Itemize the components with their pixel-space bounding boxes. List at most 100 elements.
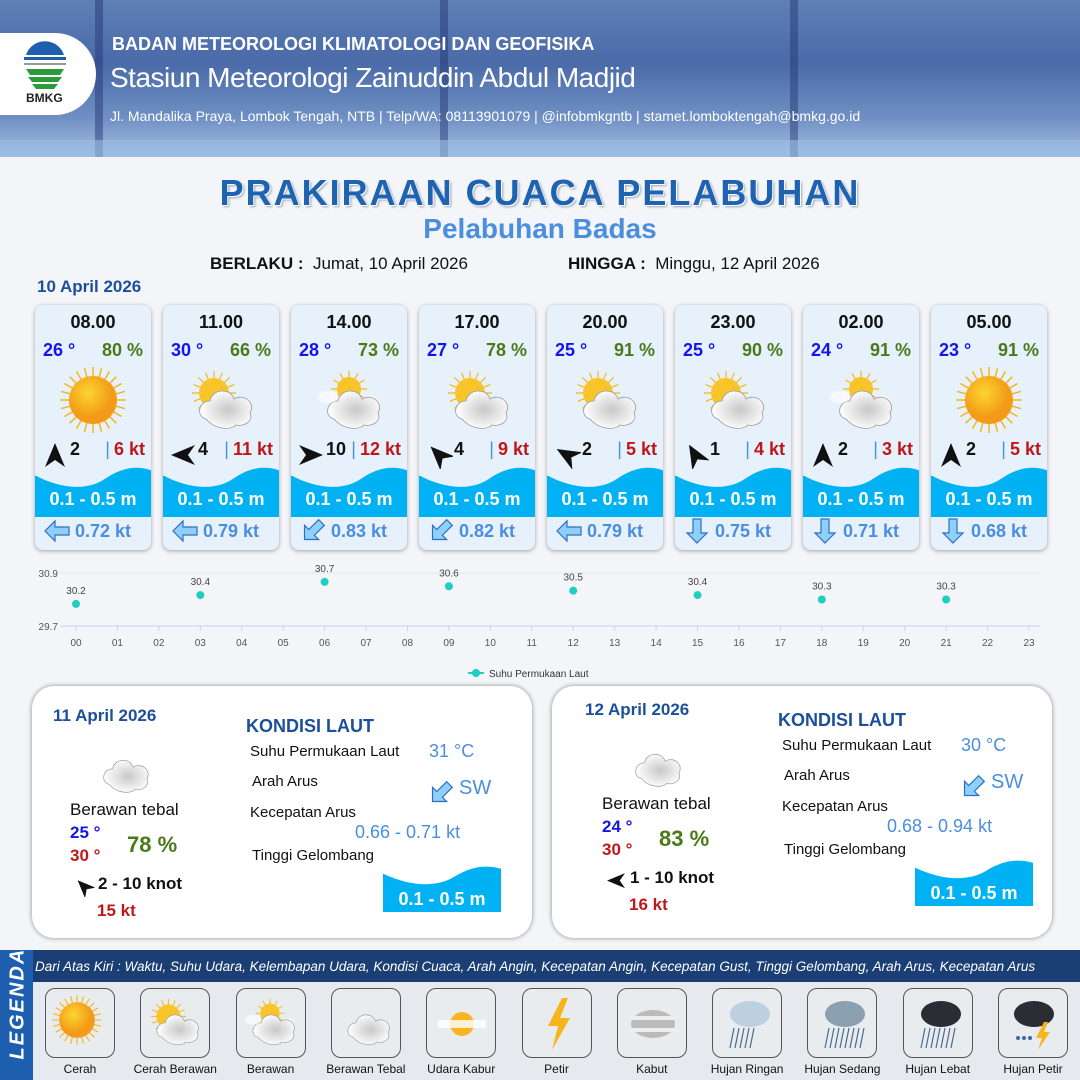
y-tick-label: 29.7 <box>39 622 59 633</box>
wave-icon <box>915 858 1033 906</box>
wind-row: 2 | 3 kt <box>838 439 913 460</box>
forecast-card-1400: 14.00 28 ° 73 % 10 | 12 kt 0.1 - 0.5 m 0… <box>291 305 407 550</box>
valid-from: BERLAKU : Jumat, 10 April 2026 <box>210 254 468 273</box>
wave-icon <box>547 465 663 522</box>
day-date: 12 April 2026 <box>585 700 690 719</box>
sea-condition-title: KONDISI LAUT <box>246 716 374 736</box>
wind-speed: 4 <box>454 439 465 459</box>
air-temperature: 28 ° <box>299 340 332 360</box>
x-tick-label: 19 <box>858 638 870 649</box>
gust-speed: 6 kt <box>113 439 145 459</box>
x-tick-label: 18 <box>816 638 828 649</box>
x-tick-label: 00 <box>70 638 82 649</box>
wave-height: 0.1 - 0.5 m <box>945 489 1033 509</box>
data-label: 30.4 <box>688 577 708 588</box>
wind-speed: 2 <box>838 439 849 459</box>
wind-row: 2 | 5 kt <box>966 439 1041 460</box>
legend-label: Suhu Permukaan Laut <box>489 669 589 680</box>
legend-icons: Cerah Cerah Berawan Berawan Berawan Tebal Ud… <box>33 982 1080 1080</box>
light-rain-icon <box>712 988 783 1058</box>
current-direction-icon <box>681 517 713 550</box>
data-point <box>569 586 578 595</box>
wind-speed: 2 <box>966 439 977 459</box>
wind-speed-range: 1 - 10 knot <box>630 868 715 887</box>
x-tick-label: 05 <box>278 638 290 649</box>
divider: | <box>745 439 750 459</box>
current-direction-icon <box>425 779 457 812</box>
x-tick-label: 20 <box>899 638 911 649</box>
sst-value: 30 °C <box>961 735 1007 755</box>
current-direction-icon <box>809 517 841 550</box>
station-name: Stasiun Meteorologi Zainuddin Abdul Madj… <box>110 62 636 93</box>
wave-icon <box>803 465 919 522</box>
gust-speed: 3 kt <box>881 439 913 459</box>
data-point <box>942 595 951 604</box>
sun-icon <box>954 365 1024 440</box>
temp-max: 30 ° <box>602 840 633 859</box>
wave-label: Tinggi Gelombang <box>252 847 375 864</box>
legend-item-label: Petir <box>544 1062 569 1076</box>
humidity: 91 % <box>869 340 911 360</box>
legend-item-label: Cerah <box>63 1062 97 1076</box>
current-speed: 0.72 kt <box>75 521 132 541</box>
forecast-card-1100: 11.00 30 ° 66 % 4 | 11 kt 0.1 - 0.5 m 0.… <box>163 305 279 550</box>
cloudy-icon <box>235 988 306 1058</box>
wave-height: 0.1 - 0.5 m <box>689 489 777 509</box>
legend-item-label: Hujan Sedang <box>804 1062 881 1076</box>
valid-to: HINGGA : Minggu, 12 April 2026 <box>568 254 820 273</box>
humidity: 83 % <box>659 826 710 851</box>
wave-icon <box>419 465 535 522</box>
legend-item-label: Udara Kabur <box>427 1062 496 1076</box>
x-tick-label: 13 <box>609 638 621 649</box>
data-label: 30.7 <box>315 564 335 575</box>
x-tick-label: 09 <box>443 638 455 649</box>
forecast-time: 02.00 <box>838 312 884 332</box>
heavy-rain-icon <box>902 988 973 1058</box>
sun-icon <box>58 365 128 440</box>
forecast-card-2300: 23.00 25 ° 90 % 1 | 4 kt 0.1 - 0.5 m 0.7… <box>675 305 791 550</box>
legend-item-label: Berawan <box>246 1062 295 1076</box>
wind-speed: 2 <box>70 439 81 459</box>
sun-cloud-icon <box>140 988 211 1058</box>
x-tick-label: 06 <box>319 638 331 649</box>
wave-height: 0.1 - 0.5 m <box>398 889 486 909</box>
wave-icon <box>35 465 151 522</box>
x-tick-label: 22 <box>982 638 994 649</box>
x-tick-label: 11 <box>527 638 538 649</box>
legend-item-label: Hujan Petir <box>1003 1062 1063 1076</box>
air-temperature: 25 ° <box>555 340 588 360</box>
wind-row: 4 | 11 kt <box>198 439 273 460</box>
forecast-time: 08.00 <box>70 312 116 332</box>
divider: | <box>873 439 878 459</box>
forecast-time: 14.00 <box>326 312 372 332</box>
forecast-time: 20.00 <box>582 312 628 332</box>
data-point <box>817 595 826 604</box>
contact-info: Jl. Mandalika Praya, Lombok Tengah, NTB … <box>110 108 861 124</box>
humidity: 73 % <box>357 340 399 360</box>
data-label: 30.3 <box>936 582 956 593</box>
x-tick-label: 03 <box>195 638 207 649</box>
wave-height: 0.1 - 0.5 m <box>561 489 649 509</box>
current-direction-label: Arah Arus <box>252 773 318 790</box>
temp-max: 30 ° <box>70 846 101 865</box>
current-speed-value: 0.68 - 0.94 kt <box>887 816 993 836</box>
wave-height: 0.1 - 0.5 m <box>930 883 1018 903</box>
overcast-icon <box>92 738 152 803</box>
cloudy-icon <box>314 365 384 440</box>
wind-direction-icon <box>425 441 455 474</box>
sea-condition-title: KONDISI LAUT <box>778 710 906 730</box>
gust-speed: 12 kt <box>359 439 401 459</box>
wave-icon <box>291 465 407 522</box>
x-tick-label: 17 <box>775 638 787 649</box>
divider: | <box>489 439 494 459</box>
legend-item-label: Hujan Ringan <box>710 1062 784 1076</box>
wind-row: 10 | 12 kt <box>326 439 401 460</box>
forecast-card-0800: 08.00 26 ° 80 % 2 | 6 kt 0.1 - 0.5 m 0.7… <box>35 305 151 550</box>
divider: | <box>1001 439 1006 459</box>
wind-speed-range: 2 - 10 knot <box>98 874 183 893</box>
current-direction-value: SW <box>459 777 492 799</box>
gust-speed: 15 kt <box>97 901 136 920</box>
sst-value: 31 °C <box>429 741 475 761</box>
forecast-card-1700: 17.00 27 ° 78 % 4 | 9 kt 0.1 - 0.5 m 0.8… <box>419 305 535 550</box>
wave-icon <box>931 465 1047 522</box>
